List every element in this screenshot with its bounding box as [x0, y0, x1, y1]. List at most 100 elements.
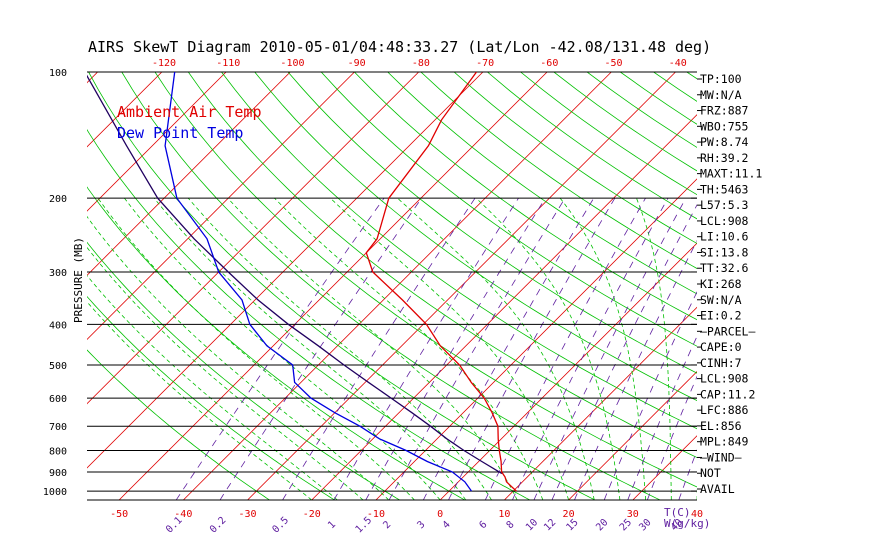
bottom-temp-tick-label: -30	[238, 509, 256, 520]
isotherm-line	[87, 72, 484, 469]
moist-adiabat-line	[87, 301, 312, 500]
mixing-ratio-line	[448, 197, 616, 500]
index-label: WBO:755	[700, 119, 748, 133]
dry-adiabat-line	[254, 72, 697, 402]
pressure-tick-label: 700	[49, 422, 67, 433]
isotherm-line	[87, 72, 163, 148]
isotherm-line	[183, 72, 612, 500]
index-label: L57:5.3	[700, 198, 749, 212]
top-temp-tick-label: -110	[216, 58, 240, 69]
index-label: TP:100	[700, 72, 742, 86]
index-label: LCL:908	[700, 214, 749, 228]
index-label: MW:N/A	[700, 88, 742, 102]
isotherm-line	[311, 114, 697, 500]
bottom-temp-tick-label: -40	[174, 509, 192, 520]
moist-adiabat-line	[330, 197, 569, 500]
pressure-tick-label: 500	[49, 361, 67, 372]
mixing-ratio-line	[333, 197, 519, 500]
top-temp-tick-labels: -120 -110 -100 -90 -80 -70 -60 -50 -40	[152, 58, 687, 69]
index-label: MPL:849	[700, 435, 749, 449]
index-label: —WIND—	[700, 450, 742, 464]
index-label: FRZ:887	[700, 104, 749, 118]
moist-adiabat-line	[397, 197, 595, 500]
index-label: CINH:7	[700, 356, 742, 370]
isotherm-line	[87, 72, 291, 276]
isotherm-line	[87, 72, 419, 405]
pressure-tick-label: 900	[49, 468, 67, 479]
dry-adiabat-line	[87, 186, 465, 500]
bottom-temp-tick-label: -50	[110, 509, 128, 520]
index-label: LCL:908	[700, 372, 749, 386]
temperature-line	[365, 72, 517, 492]
isotherm-line	[87, 72, 355, 341]
index-label: CAP:11.2	[700, 387, 755, 401]
mixing-ratio-line	[512, 198, 669, 500]
isotherm-line	[87, 72, 227, 212]
moist-adiabat-line	[124, 197, 441, 500]
y-axis-label: PRESSURE (MB)	[72, 237, 85, 323]
mixing-ratio-line	[603, 290, 697, 500]
parcel-path-line	[87, 74, 503, 475]
mixing-ratio-line	[574, 240, 697, 500]
legend-temperature: Ambient Air Temp	[117, 103, 262, 121]
index-label: RH:39.2	[700, 151, 748, 165]
bottom-temp-tick-label: 0	[437, 509, 443, 520]
mixing-ratio-line	[422, 197, 595, 500]
profiles	[87, 72, 517, 492]
mixing-ratio-line	[533, 198, 687, 500]
pressure-tick-label: 800	[49, 447, 67, 458]
index-label: —PARCEL—	[700, 324, 755, 338]
dry-adiabat-line	[187, 72, 697, 458]
index-label: TT:32.6	[700, 261, 749, 275]
bottom-temp-tick-label: 20	[563, 509, 575, 520]
dry-adiabat-line	[221, 72, 697, 430]
dry-adiabat-line	[87, 129, 531, 500]
bottom-temp-tick-label: -10	[367, 509, 385, 520]
bottom-temp-tick-label: -20	[303, 509, 321, 520]
bottom-temp-tick-labels: -50 -40 -30 -20 -10 0 10 20 30 40	[110, 509, 703, 520]
index-label: MAXT:11.1	[700, 167, 762, 181]
moist-adiabat-line	[274, 197, 544, 500]
dry-adiabat-line	[420, 72, 697, 269]
mixing-ratio-line	[388, 197, 566, 500]
mixing-ratio-line	[175, 197, 385, 500]
moist-adiabat-line	[87, 246, 364, 500]
mixing-ratio-line	[551, 204, 697, 500]
pressure-tick-label: 300	[49, 268, 67, 279]
index-label: KI:268	[700, 277, 742, 291]
bottom-temp-tick-label: 30	[627, 509, 639, 520]
mixing-ratio-line	[678, 449, 697, 500]
top-temp-tick-label: -100	[280, 58, 304, 69]
top-temp-tick-label: -90	[348, 58, 366, 69]
bottom-temp-tick-label: 40	[691, 509, 703, 520]
index-label: EL:856	[700, 419, 742, 433]
mixing-ratio-line	[282, 197, 476, 500]
mixing-ratio-line	[484, 197, 646, 500]
moist-adiabat-line	[97, 197, 415, 500]
index-label: LFC:886	[700, 403, 749, 417]
moist-adiabat-line	[87, 215, 390, 500]
isotherm-line	[247, 72, 676, 500]
moist-adiabat-line	[559, 197, 646, 500]
pressure-tick-label: 600	[49, 394, 67, 405]
index-label: AVAIL	[700, 482, 735, 496]
index-label: NOT	[700, 466, 721, 480]
pressure-tick-labels: 100 200 300 400 500 600 700 800 900 1000	[43, 68, 67, 498]
dry-adiabat-line	[354, 72, 697, 321]
pressure-tick-label: 1000	[43, 487, 67, 498]
dry-adiabat-line	[154, 72, 697, 488]
isotherm-line	[118, 72, 548, 500]
top-temp-tick-label: -50	[604, 58, 622, 69]
top-temp-tick-label: -80	[412, 58, 430, 69]
dry-adiabat-line	[87, 295, 335, 500]
mixing-ratio-line	[219, 197, 422, 500]
top-temp-tick-label: -60	[540, 58, 558, 69]
index-label: PW:8.74	[700, 135, 749, 149]
dry-adiabat-line	[287, 72, 697, 374]
index-label: SW:N/A	[700, 293, 742, 307]
mixing-ratio-line	[627, 335, 697, 500]
index-label: EI:0.2	[700, 309, 742, 323]
legend-dewpoint: Dew Point Temp	[117, 124, 243, 142]
